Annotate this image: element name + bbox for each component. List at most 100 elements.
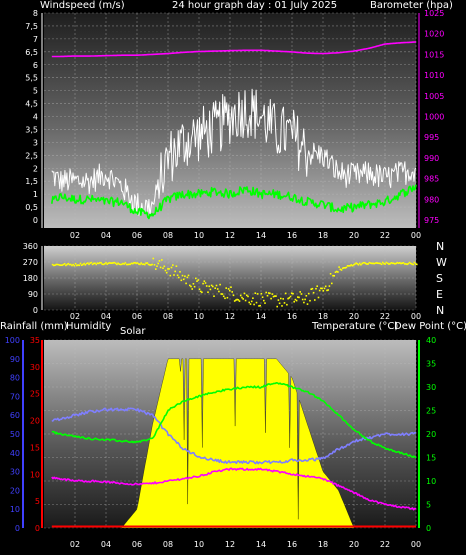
wind-y-tick: 0	[33, 216, 38, 225]
compass-e: E	[436, 288, 443, 301]
direction-x-tick: 00	[411, 312, 421, 321]
direction-point	[289, 295, 292, 298]
direction-point	[220, 293, 223, 295]
wind-y-tick: 7	[33, 35, 38, 44]
direction-point	[412, 263, 414, 266]
barometer-y-tick: 1015	[424, 50, 444, 59]
direction-point	[349, 265, 351, 267]
direction-point	[290, 292, 293, 294]
direction-point	[101, 263, 104, 265]
humidity-y-tick: 100	[5, 336, 20, 345]
direction-point	[133, 262, 135, 264]
direction-point	[53, 264, 55, 267]
direction-point	[324, 285, 327, 288]
temperature-y-tick: 10	[426, 477, 436, 486]
direction-point	[311, 287, 314, 290]
direction-point	[382, 261, 384, 264]
direction-point	[385, 261, 388, 264]
direction-point	[399, 262, 401, 264]
direction-point	[150, 264, 152, 266]
direction-point	[144, 263, 146, 266]
direction-x-tick: 14	[256, 312, 266, 321]
direction-point	[380, 263, 383, 266]
direction-point	[286, 303, 288, 306]
solar-label: Solar	[120, 326, 146, 337]
direction-point	[283, 302, 286, 304]
direction-point	[123, 263, 125, 265]
direction-point	[201, 291, 203, 294]
direction-point	[350, 264, 352, 266]
direction-point	[151, 263, 153, 266]
direction-point	[402, 262, 405, 264]
rain-y-tick: 0	[35, 524, 40, 533]
direction-point	[83, 262, 85, 265]
direction-point	[396, 261, 399, 264]
direction-point	[191, 288, 193, 290]
direction-point	[226, 296, 229, 299]
direction-x-tick: 12	[225, 312, 235, 321]
direction-point	[141, 263, 144, 266]
direction-point	[139, 263, 141, 266]
direction-point	[89, 262, 91, 264]
direction-point	[181, 274, 184, 277]
direction-point	[357, 263, 360, 266]
direction-point	[125, 263, 128, 266]
direction-point	[346, 265, 349, 267]
climate-x-tick: 08	[163, 540, 173, 549]
direction-point	[106, 263, 108, 265]
temperature-y-tick: 5	[426, 501, 431, 510]
direction-point	[294, 298, 297, 301]
direction-point	[256, 293, 259, 295]
direction-point	[104, 263, 106, 265]
direction-point	[362, 261, 365, 264]
direction-point	[78, 264, 81, 267]
direction-point	[361, 262, 363, 265]
direction-point	[259, 304, 261, 307]
direction-point	[135, 262, 138, 265]
direction-point	[190, 285, 192, 288]
direction-point	[320, 287, 322, 290]
direction-point	[95, 263, 98, 266]
direction-point	[267, 292, 270, 294]
direction-point	[366, 263, 368, 265]
direction-point	[345, 266, 348, 269]
direction-point	[213, 295, 215, 297]
direction-point	[394, 263, 396, 265]
direction-point	[72, 263, 74, 266]
direction-point	[250, 300, 253, 303]
direction-point	[389, 262, 391, 265]
direction-point	[280, 297, 282, 300]
climate-x-tick: 12	[225, 540, 235, 549]
direction-point	[56, 263, 59, 266]
direction-point	[341, 267, 344, 270]
direction-point	[355, 262, 357, 264]
direction-point	[157, 262, 159, 265]
humidity-y-tick: 10	[10, 505, 20, 514]
direction-point	[85, 262, 88, 265]
direction-point	[70, 263, 72, 266]
direction-point	[167, 268, 169, 270]
direction-point	[316, 285, 318, 287]
direction-point	[108, 262, 111, 264]
direction-point	[180, 279, 183, 282]
direction-point	[229, 289, 231, 292]
direction-point	[90, 261, 93, 264]
rain-y-tick: 20	[30, 417, 40, 426]
direction-point	[140, 262, 142, 264]
direction-point	[127, 263, 129, 266]
direction-point	[148, 264, 151, 266]
direction-point	[266, 294, 269, 297]
direction-point	[409, 262, 412, 265]
direction-point	[233, 300, 236, 302]
direction-point	[216, 288, 219, 290]
wind-average-series	[51, 184, 417, 220]
direction-point	[303, 301, 305, 304]
direction-point	[175, 265, 178, 267]
direction-point	[392, 262, 395, 265]
direction-point	[186, 276, 189, 279]
wind-y-tick: 6	[33, 61, 38, 70]
direction-point	[369, 262, 372, 264]
direction-point	[282, 298, 284, 300]
direction-point	[391, 262, 394, 265]
